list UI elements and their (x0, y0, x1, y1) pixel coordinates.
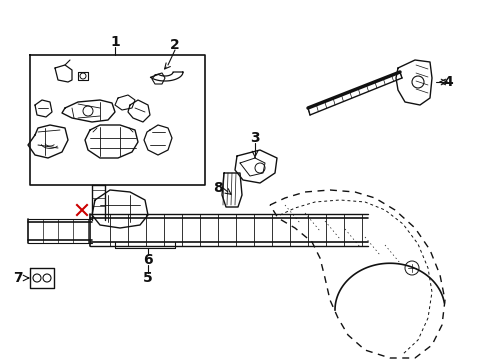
Text: 1: 1 (110, 35, 120, 49)
Text: 8: 8 (213, 181, 223, 195)
Text: 7: 7 (13, 271, 23, 285)
Text: 4: 4 (442, 75, 452, 89)
Text: 5: 5 (143, 271, 153, 285)
Text: 3: 3 (250, 131, 259, 145)
Text: 6: 6 (143, 253, 153, 267)
Text: 2: 2 (170, 38, 180, 52)
